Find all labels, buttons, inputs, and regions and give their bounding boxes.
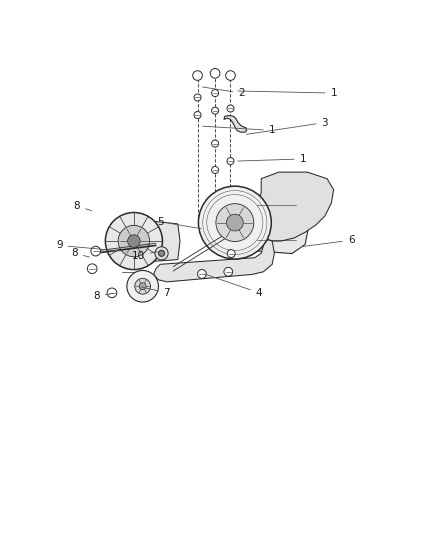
Circle shape [226, 214, 243, 231]
Circle shape [107, 288, 117, 297]
Circle shape [158, 251, 164, 256]
Circle shape [211, 140, 218, 147]
Circle shape [155, 247, 168, 260]
Polygon shape [243, 192, 309, 254]
Text: 2: 2 [202, 87, 244, 98]
Circle shape [127, 235, 140, 247]
Circle shape [211, 166, 218, 173]
Polygon shape [138, 220, 180, 262]
Circle shape [105, 213, 162, 270]
Polygon shape [223, 116, 246, 132]
Text: 1: 1 [237, 88, 336, 98]
Text: 5: 5 [156, 217, 201, 229]
Circle shape [194, 94, 201, 101]
Text: 1: 1 [202, 125, 275, 135]
Circle shape [215, 204, 253, 241]
Text: 4: 4 [204, 274, 262, 298]
Polygon shape [253, 172, 333, 241]
Circle shape [197, 270, 206, 278]
Text: 8: 8 [73, 201, 92, 211]
Polygon shape [153, 235, 274, 282]
Text: 9: 9 [56, 240, 120, 251]
Circle shape [211, 107, 218, 114]
Circle shape [139, 283, 146, 290]
Text: 1: 1 [237, 154, 306, 164]
Circle shape [226, 158, 233, 165]
Circle shape [134, 278, 150, 294]
Text: 7: 7 [141, 287, 170, 298]
Circle shape [91, 246, 100, 256]
Circle shape [225, 71, 235, 80]
Circle shape [210, 69, 219, 78]
Text: 3: 3 [246, 117, 328, 134]
Circle shape [223, 268, 232, 276]
Circle shape [127, 270, 158, 302]
Text: 8: 8 [71, 248, 89, 259]
Circle shape [194, 111, 201, 118]
Circle shape [226, 105, 233, 112]
Circle shape [211, 90, 218, 96]
Circle shape [192, 71, 202, 80]
Circle shape [118, 225, 149, 257]
Circle shape [87, 264, 97, 273]
Circle shape [227, 249, 235, 257]
Circle shape [198, 186, 271, 259]
Text: 6: 6 [303, 235, 354, 246]
Text: 10: 10 [131, 251, 157, 261]
Text: 8: 8 [93, 292, 113, 301]
